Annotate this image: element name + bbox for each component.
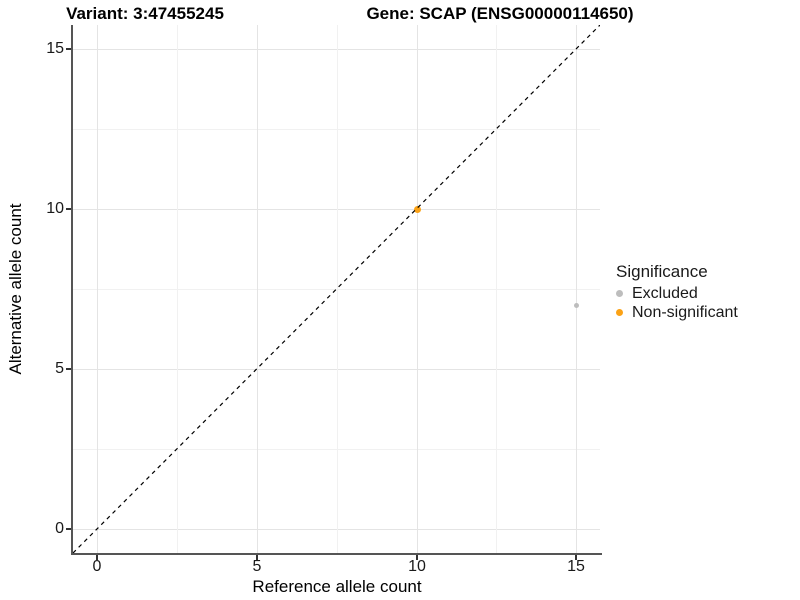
non-significant-dot-icon [616,309,623,316]
y-tick-10 [66,208,71,210]
y-tick-15 [66,48,71,50]
gridline-x-12-5 [496,25,497,553]
legend-label-non-significant: Non-significant [632,303,738,321]
gridline-y-0 [73,529,600,530]
gridline-x-7-5 [337,25,338,553]
legend: Significance Excluded Non-significant [616,262,738,322]
legend-item-excluded: Excluded [616,284,738,303]
gridline-y-15 [73,49,600,50]
gridline-y-5 [73,369,600,370]
x-tick-label-5: 5 [252,558,262,575]
y-axis-title: Alternative allele count [6,203,25,375]
gridline-x-2-5 [177,25,178,553]
data-point-excluded-15-7 [574,303,579,308]
x-axis-title: Reference allele count [252,577,422,596]
x-tick-0 [96,555,98,560]
identity-line-y-equals-x [73,25,600,553]
legend-title: Significance [616,262,708,281]
gridline-x-10 [417,25,418,553]
x-tick-label-15: 15 [567,558,585,575]
x-tick-10 [416,555,418,560]
y-tick-label-15: 15 [46,40,64,57]
gridline-x-0 [97,25,98,553]
data-point-non-significant-10-10 [414,206,421,213]
gridline-y-10 [73,209,600,210]
y-tick-5 [66,368,71,370]
y-tick-label-0: 0 [55,520,64,537]
plot-title-gene: Gene: SCAP (ENSG00000114650) [366,4,634,23]
legend-item-non-significant: Non-significant [616,303,738,322]
x-tick-label-0: 0 [92,558,102,575]
gridline-y-12-5 [73,129,600,130]
x-axis-line [71,553,602,555]
gridline-x-15 [576,25,577,553]
plot-panel [73,25,600,553]
x-tick-5 [256,555,258,560]
y-tick-label-5: 5 [55,360,64,377]
gridline-x-5 [257,25,258,553]
y-tick-label-10: 10 [46,200,64,217]
y-axis-line [71,25,73,555]
plot-title-variant: Variant: 3:47455245 [66,4,224,23]
x-tick-15 [575,555,577,560]
x-tick-label-10: 10 [408,558,426,575]
y-tick-0 [66,528,71,530]
excluded-dot-icon [616,290,623,297]
gridline-y-7-5 [73,289,600,290]
gridline-y-2-5 [73,449,600,450]
legend-label-excluded: Excluded [632,284,698,302]
